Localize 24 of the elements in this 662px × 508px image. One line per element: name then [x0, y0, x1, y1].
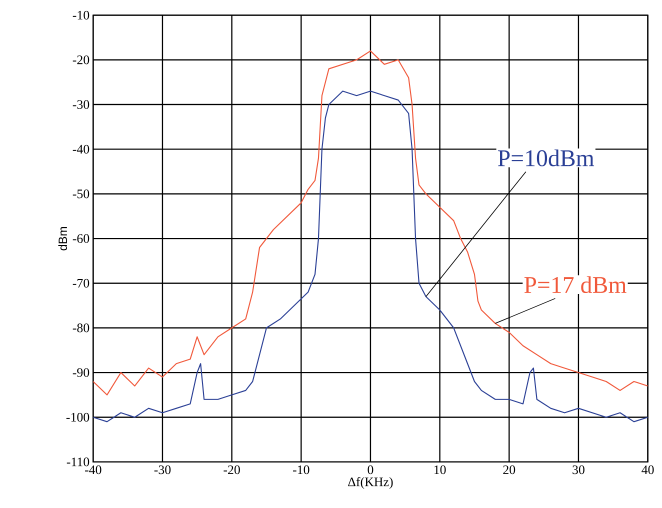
x-tick-label: 30 — [572, 465, 584, 474]
x-tick-label: -10 — [293, 465, 310, 474]
series-label: P=17 dBm — [524, 276, 626, 294]
x-tick-label: 0 — [368, 465, 374, 474]
y-tick-label: -110 — [66, 458, 90, 466]
y-tick-label: -60 — [72, 234, 90, 243]
y-tick-label: -90 — [72, 368, 90, 377]
x-tick-label: -40 — [85, 465, 102, 474]
y-tick-label: -70 — [72, 278, 90, 288]
x-axis-title: Δf(KHz) — [348, 476, 393, 489]
y-tick-label: -20 — [72, 55, 90, 64]
y-axis-title: dBm — [58, 227, 68, 250]
x-tick-label: 10 — [434, 465, 446, 474]
x-tick-label: 40 — [642, 465, 654, 474]
y-tick-label: -80 — [72, 324, 90, 332]
text: P=10dBm — [498, 149, 594, 166]
y-tick-label: -30 — [72, 100, 90, 109]
x-tick-label: -30 — [154, 465, 171, 474]
y-tick-label: -50 — [72, 189, 90, 198]
x-tick-label: -20 — [224, 465, 240, 474]
x-tick-label: 20 — [503, 465, 516, 474]
y-tick-label: -10 — [72, 10, 90, 20]
y-tick-label: -40 — [72, 144, 90, 154]
y-tick-label: -100 — [66, 412, 90, 422]
